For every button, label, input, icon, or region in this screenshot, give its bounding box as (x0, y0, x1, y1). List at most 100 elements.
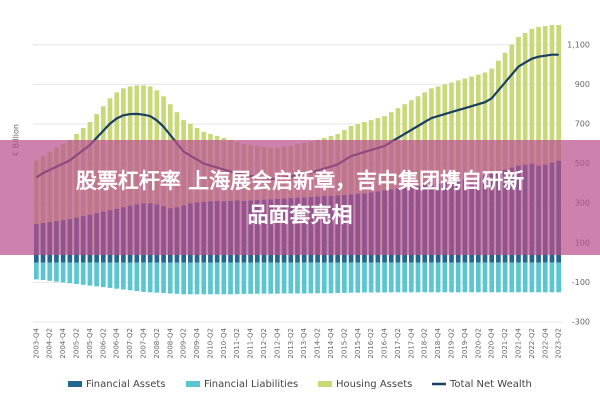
bar (268, 262, 274, 294)
legend: Financial Assets Financial Liabilities Hou… (68, 379, 532, 390)
bar (281, 262, 287, 294)
bar (482, 72, 488, 176)
bar (442, 262, 448, 293)
bar (348, 262, 354, 293)
bar (134, 262, 140, 292)
bar (161, 262, 166, 294)
bar (321, 262, 327, 294)
y-tick-label: -100 (572, 278, 590, 287)
bar (489, 68, 495, 174)
bar (516, 36, 521, 166)
banner-bg (0, 140, 600, 255)
bar (502, 262, 508, 293)
bar (382, 262, 387, 293)
x-tick-label: 2019-Q4 (461, 327, 469, 358)
x-tick-label: 2004-Q2 (46, 328, 54, 359)
bar (455, 262, 461, 293)
bar (234, 262, 240, 295)
bar (60, 262, 66, 283)
bar (375, 262, 381, 293)
x-tick-label: 2009-Q4 (193, 327, 201, 358)
legend-swatch (186, 381, 200, 387)
x-tick-label: 2010-Q4 (220, 327, 228, 358)
bar (536, 26, 541, 166)
bar (248, 262, 253, 294)
y-tick-label: 900 (575, 80, 590, 89)
bar (181, 262, 187, 295)
bar (496, 60, 501, 172)
x-tick-label: 2020-Q4 (488, 327, 496, 358)
bar (522, 32, 528, 165)
legend-swatch (318, 381, 332, 387)
bar (536, 262, 541, 293)
legend-label: Financial Liabilities (204, 379, 298, 390)
bar (489, 262, 495, 293)
x-tick-label: 2012-Q2 (260, 328, 268, 359)
y-tick-label: 1,100 (567, 40, 590, 49)
x-tick-label: 2018-Q2 (421, 328, 429, 359)
bar (188, 262, 193, 295)
x-tick-label: 2021-Q4 (514, 327, 522, 358)
bar (228, 262, 233, 295)
x-tick-label: 2005-Q4 (86, 327, 94, 358)
bar (114, 262, 120, 289)
x-tick-label: 2022-Q4 (541, 327, 549, 358)
bar (549, 262, 555, 293)
bar (40, 262, 46, 281)
bar (422, 92, 428, 185)
x-tick-label: 2014-Q4 (327, 327, 335, 358)
x-tick-label: 2015-Q4 (354, 327, 362, 358)
legend-label: Total Net Wealth (449, 379, 532, 390)
x-tick-label: 2013-Q2 (287, 328, 295, 359)
bar (328, 262, 334, 294)
bar (462, 262, 468, 293)
bar (335, 262, 341, 294)
bar (127, 262, 133, 291)
bar (516, 262, 521, 293)
x-tick-label: 2015-Q2 (340, 328, 348, 359)
legend-label: Financial Assets (86, 379, 166, 390)
y-tick-label: 700 (575, 120, 590, 129)
bar (261, 262, 267, 294)
bar (362, 262, 367, 293)
bar (201, 262, 207, 295)
bar (221, 262, 227, 295)
bar (429, 262, 434, 293)
bar (288, 262, 294, 294)
bar (449, 262, 454, 293)
bar (154, 262, 160, 293)
x-tick-label: 2009-Q2 (180, 328, 188, 359)
bar (435, 86, 441, 184)
bar (34, 262, 39, 280)
legend-swatch (68, 381, 82, 387)
bar (435, 262, 441, 293)
x-tick-label: 2011-Q2 (233, 328, 241, 359)
bar (522, 262, 528, 293)
bar (241, 262, 247, 294)
bar (469, 76, 474, 182)
bar (402, 262, 407, 293)
x-tick-label: 2008-Q2 (153, 328, 161, 359)
bar (462, 78, 468, 180)
legend-label: Housing Assets (336, 379, 412, 390)
x-tick-label: 2007-Q2 (126, 328, 134, 359)
bar (368, 262, 374, 293)
bar (469, 262, 474, 293)
bar (87, 262, 93, 286)
x-tick-label: 2014-Q2 (314, 328, 322, 359)
bar (482, 262, 488, 293)
x-tick-label: 2012-Q4 (273, 327, 281, 358)
bar (429, 88, 434, 185)
bar (496, 262, 501, 293)
x-tick-label: 2013-Q4 (300, 327, 308, 358)
bar (147, 262, 153, 293)
bar (509, 44, 515, 168)
bar (121, 262, 126, 290)
bar (542, 262, 548, 293)
bar (254, 262, 260, 294)
x-tick-label: 2021-Q2 (501, 328, 509, 359)
x-tick-label: 2011-Q4 (247, 327, 255, 358)
bar (301, 262, 307, 294)
bar (475, 74, 481, 178)
